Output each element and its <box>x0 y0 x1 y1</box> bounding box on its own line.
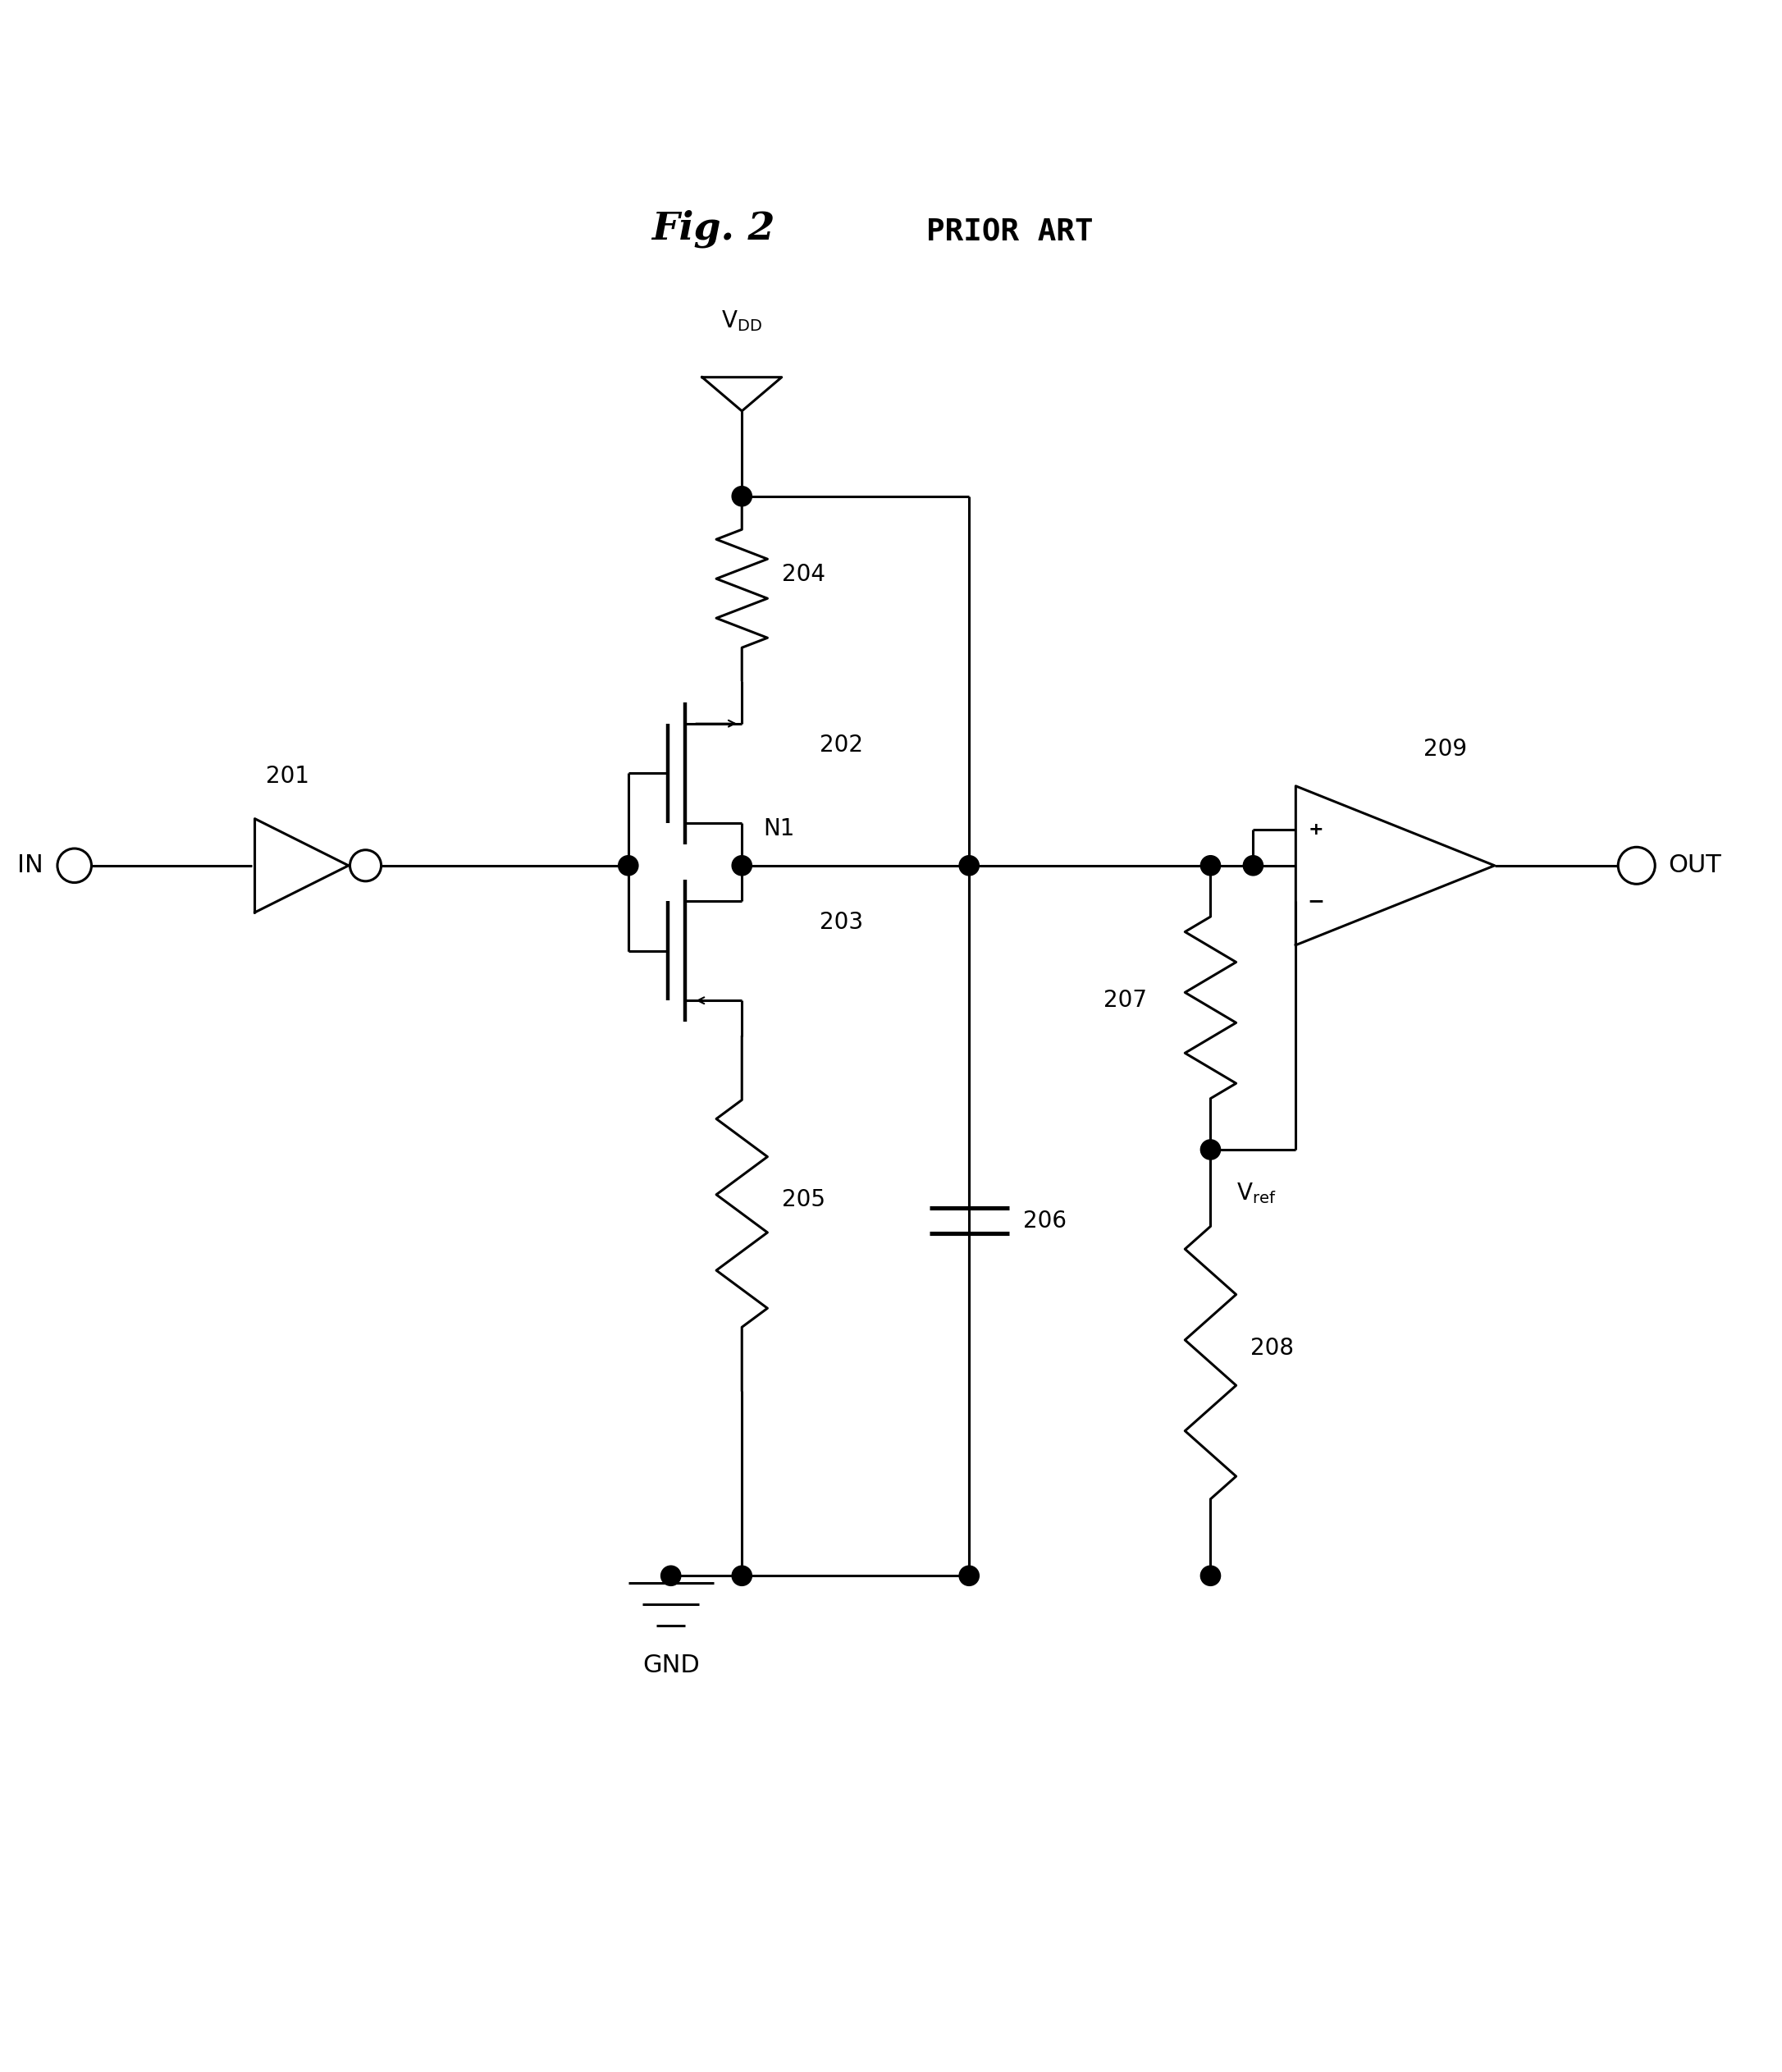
Text: 205: 205 <box>782 1187 825 1210</box>
Circle shape <box>618 856 638 876</box>
Text: 209: 209 <box>1424 738 1467 760</box>
Text: PRIOR ART: PRIOR ART <box>927 218 1094 249</box>
Circle shape <box>959 1566 978 1585</box>
Circle shape <box>959 856 978 876</box>
Text: Fig. 2: Fig. 2 <box>652 209 775 249</box>
Circle shape <box>732 487 752 506</box>
Text: +: + <box>1308 823 1324 837</box>
Text: 208: 208 <box>1251 1336 1294 1359</box>
Text: 203: 203 <box>820 912 864 934</box>
Circle shape <box>732 1566 752 1585</box>
Text: −: − <box>1306 891 1324 912</box>
Text: GND: GND <box>642 1653 700 1678</box>
Text: N1: N1 <box>763 816 795 839</box>
Circle shape <box>1201 856 1221 876</box>
Text: 207: 207 <box>1103 988 1146 1011</box>
Text: V$_{\rm DD}$: V$_{\rm DD}$ <box>722 309 763 334</box>
Text: V$_{\rm ref}$: V$_{\rm ref}$ <box>1237 1181 1276 1206</box>
Text: 206: 206 <box>1023 1210 1067 1233</box>
Text: 202: 202 <box>820 733 864 756</box>
Circle shape <box>661 1566 681 1585</box>
Circle shape <box>1201 1140 1221 1160</box>
Circle shape <box>1244 856 1263 876</box>
Text: OUT: OUT <box>1668 854 1721 876</box>
Circle shape <box>1201 1566 1221 1585</box>
Text: IN: IN <box>18 854 43 876</box>
Circle shape <box>732 856 752 876</box>
Text: 201: 201 <box>266 765 310 787</box>
Text: 204: 204 <box>782 564 825 586</box>
